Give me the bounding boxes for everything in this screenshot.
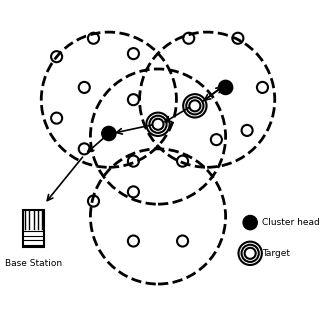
Circle shape [102,127,116,140]
Circle shape [243,216,257,229]
Circle shape [219,81,233,94]
Text: Cluster head: Cluster head [262,218,320,227]
FancyBboxPatch shape [23,210,44,247]
Text: Target: Target [262,249,290,258]
Text: Base Station: Base Station [5,259,62,268]
